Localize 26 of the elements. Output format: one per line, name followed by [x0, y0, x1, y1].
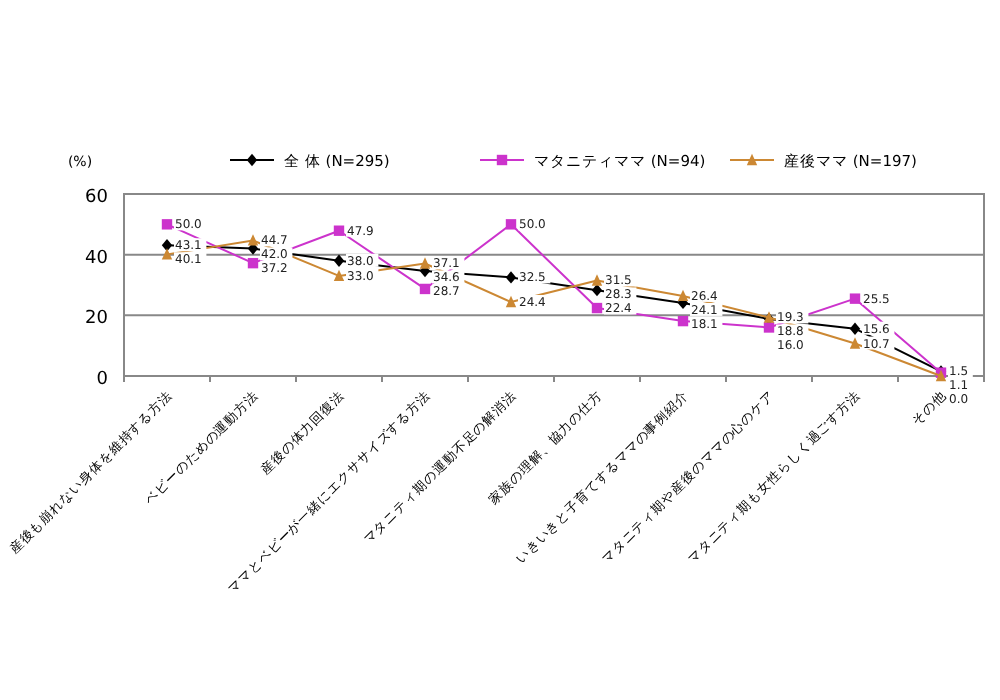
y-tick-label: 20	[85, 309, 109, 330]
point	[849, 293, 861, 304]
point	[763, 322, 775, 333]
point	[505, 295, 517, 308]
y-tick-label: 40	[85, 248, 109, 269]
y-tick-label: 0	[96, 370, 109, 390]
point	[677, 289, 689, 302]
point	[161, 219, 173, 230]
point	[591, 274, 603, 286]
point	[333, 254, 345, 267]
point	[333, 269, 345, 282]
point	[591, 283, 603, 297]
point	[849, 322, 861, 335]
point	[247, 257, 259, 269]
point	[677, 315, 689, 327]
point	[591, 302, 603, 314]
y-tick-label: 60	[85, 188, 109, 208]
point	[247, 234, 259, 246]
point	[505, 271, 517, 284]
point	[849, 337, 861, 349]
point	[161, 248, 173, 260]
point	[419, 257, 431, 269]
point	[333, 225, 345, 236]
point	[505, 219, 517, 230]
point	[419, 283, 431, 295]
point	[161, 239, 173, 252]
